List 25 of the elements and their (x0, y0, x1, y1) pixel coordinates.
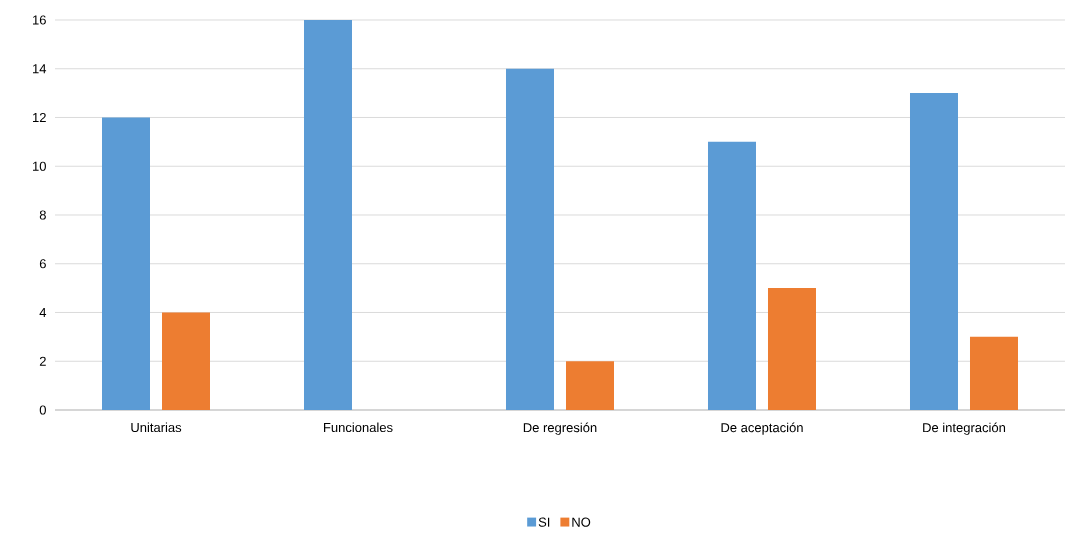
y-tick-label: 0 (39, 405, 46, 415)
y-tick-label: 6 (39, 259, 46, 269)
x-tick-label: De regresión (523, 422, 597, 435)
y-tick-label: 2 (39, 356, 46, 366)
bar (162, 312, 210, 410)
bar (304, 20, 352, 410)
y-tick-label: 10 (33, 161, 46, 171)
bar (102, 117, 150, 410)
legend-label: NO (572, 517, 591, 527)
x-tick-label: Unitarias (131, 422, 182, 433)
y-tick-label: 4 (39, 308, 47, 317)
y-tick-label: 16 (33, 15, 46, 25)
bar (767, 288, 816, 410)
bar (969, 336, 1018, 410)
bar (909, 93, 958, 410)
x-tick-label: De integración (923, 422, 1006, 435)
x-tick-label: De aceptación (721, 422, 803, 435)
y-tick-label: 14 (33, 64, 47, 74)
bar (707, 141, 756, 410)
y-tick-label: 12 (33, 112, 46, 123)
x-tick-label: Funcionales (324, 422, 393, 433)
legend-label: SI (538, 517, 550, 527)
bar (566, 361, 614, 410)
y-tick-label: 8 (39, 210, 46, 220)
bar (506, 68, 554, 410)
